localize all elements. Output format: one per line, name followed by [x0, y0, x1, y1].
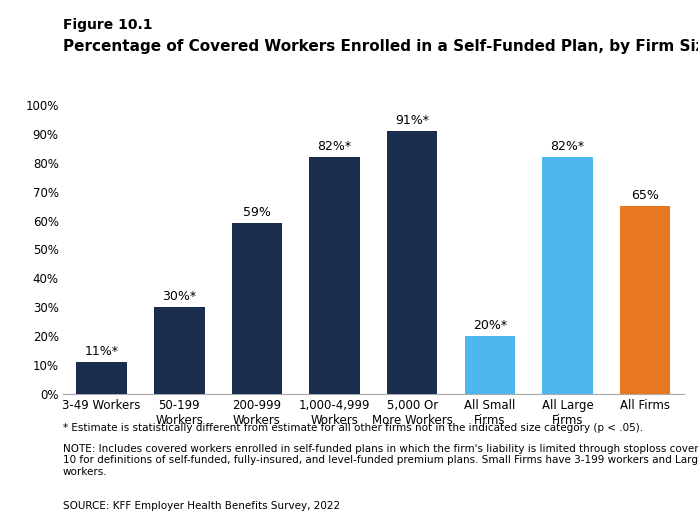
- Bar: [309, 157, 360, 394]
- Text: * Estimate is statistically different from estimate for all other firms not in t: * Estimate is statistically different fr…: [63, 423, 643, 433]
- Text: 82%*: 82%*: [318, 140, 352, 153]
- Text: 91%*: 91%*: [395, 113, 429, 127]
- Text: NOTE: Includes covered workers enrolled in self-funded plans in which the firm's: NOTE: Includes covered workers enrolled …: [63, 444, 698, 477]
- Bar: [542, 157, 593, 394]
- Bar: [465, 336, 515, 394]
- Text: Percentage of Covered Workers Enrolled in a Self-Funded Plan, by Firm Size, 2022: Percentage of Covered Workers Enrolled i…: [63, 39, 698, 55]
- Text: 59%: 59%: [243, 206, 271, 219]
- Bar: [620, 206, 671, 394]
- Bar: [76, 362, 127, 394]
- Text: 30%*: 30%*: [162, 290, 196, 303]
- Text: SOURCE: KFF Employer Health Benefits Survey, 2022: SOURCE: KFF Employer Health Benefits Sur…: [63, 501, 340, 511]
- Text: 82%*: 82%*: [551, 140, 585, 153]
- Text: 11%*: 11%*: [84, 344, 119, 358]
- Bar: [232, 224, 282, 394]
- Text: 20%*: 20%*: [473, 319, 507, 332]
- Text: Figure 10.1: Figure 10.1: [63, 18, 152, 33]
- Bar: [154, 307, 205, 394]
- Bar: [387, 131, 438, 394]
- Text: 65%: 65%: [631, 188, 659, 202]
